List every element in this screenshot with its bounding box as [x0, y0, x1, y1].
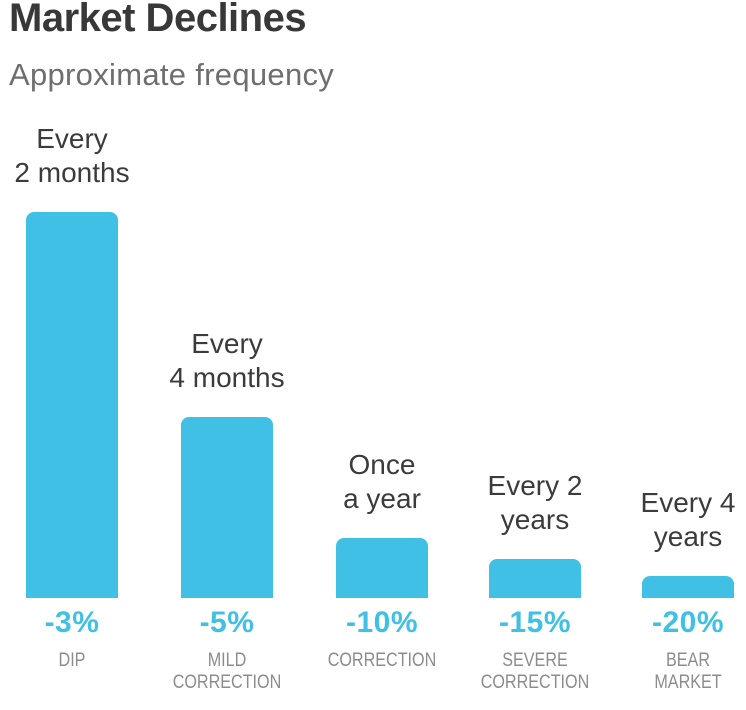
decline-name-line1: MILD: [207, 650, 247, 671]
bar-bear-market: [642, 576, 734, 598]
decline-name: MILD CORRECTION: [150, 650, 304, 694]
frequency-label-line1: Once: [348, 449, 416, 480]
frequency-label-line2: 2 months: [14, 157, 130, 188]
decline-name-line1: CORRECTION: [327, 650, 437, 671]
frequency-label-line2: a year: [343, 483, 421, 514]
frequency-label: Once a year: [305, 448, 459, 516]
decline-percent: -3%: [44, 606, 100, 639]
bar-mild-correction: [181, 417, 273, 598]
frequency-label-line1: Every: [191, 328, 263, 359]
bar-group-correction: Once a year -10% CORRECTION: [305, 0, 459, 710]
chart-subtitle: Approximate frequency: [9, 57, 335, 92]
frequency-label: Every 2 months: [0, 122, 149, 190]
bar-group-severe-correction: Every 2 years -15% SEVERE CORRECTION: [458, 0, 612, 710]
frequency-label: Every 4 years: [611, 486, 746, 554]
bar-group-bear-market: Every 4 years -20% BEAR MARKET: [611, 0, 746, 710]
decline-percent: -10%: [345, 606, 419, 639]
bar-group-dip: Every 2 months -3% DIP: [0, 0, 149, 710]
decline-name-line2: MARKET: [654, 672, 722, 693]
decline-percent: -20%: [651, 606, 725, 639]
decline-name: SEVERE CORRECTION: [458, 650, 612, 694]
decline-name-line1: BEAR: [666, 650, 710, 671]
decline-percent: -5%: [199, 606, 255, 639]
decline-percent: -15%: [498, 606, 572, 639]
frequency-label-line2: 4 months: [169, 362, 285, 393]
decline-name-line1: DIP: [58, 650, 86, 671]
frequency-label: Every 4 months: [150, 327, 304, 395]
decline-name-line1: SEVERE: [502, 650, 568, 671]
decline-name: CORRECTION: [305, 650, 459, 672]
frequency-label: Every 2 years: [458, 469, 612, 537]
chart-title: Market Declines: [9, 0, 307, 40]
bar-severe-correction: [489, 559, 581, 598]
decline-name: DIP: [0, 650, 149, 672]
decline-name-line2: CORRECTION: [172, 672, 282, 693]
bar-dip: [26, 212, 118, 598]
frequency-label-line2: years: [500, 504, 570, 535]
bar-correction: [336, 538, 428, 598]
bar-group-mild-correction: Every 4 months -5% MILD CORRECTION: [150, 0, 304, 710]
frequency-label-line2: years: [653, 521, 723, 552]
decline-name-line2: CORRECTION: [480, 672, 590, 693]
decline-name: BEAR MARKET: [611, 650, 746, 694]
frequency-label-line1: Every: [36, 123, 108, 154]
frequency-label-line1: Every 4: [640, 487, 736, 518]
frequency-label-line1: Every 2: [487, 470, 583, 501]
